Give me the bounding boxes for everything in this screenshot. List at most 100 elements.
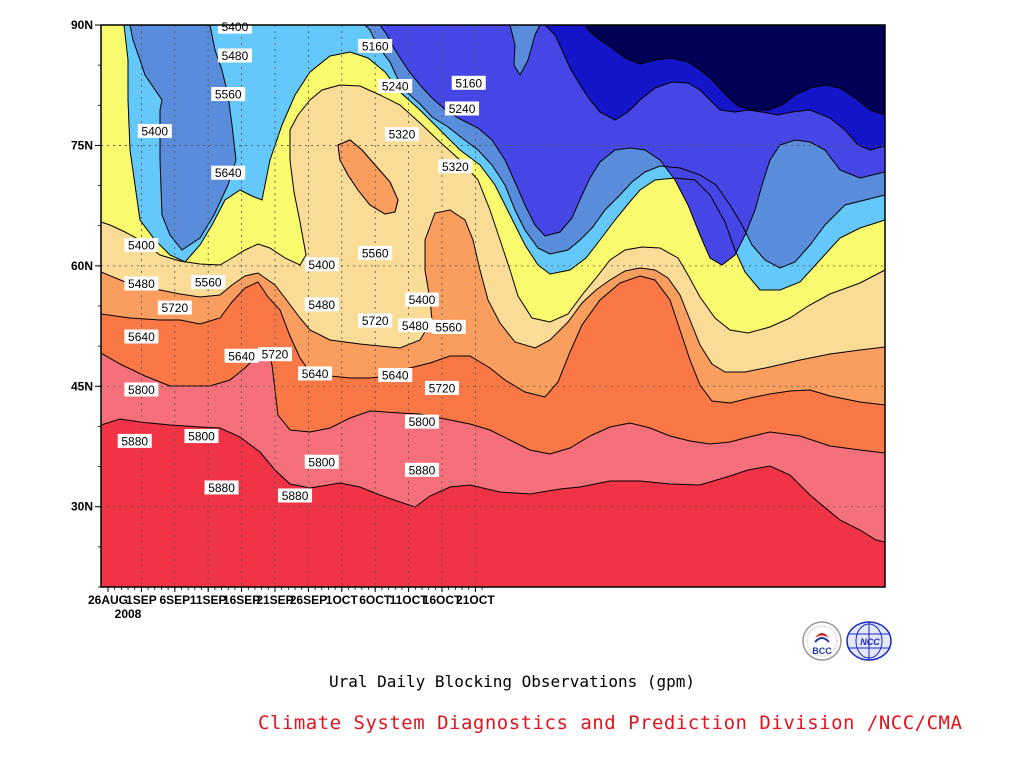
contour-label: 5480 [124, 276, 159, 291]
contour-label-text: 5880 [282, 489, 309, 503]
contour-label-box [378, 368, 413, 383]
contour-label-box [204, 480, 239, 495]
contour-label: 5880 [117, 433, 152, 448]
contour-label-box [124, 382, 159, 397]
credit-text: Climate System Diagnostics and Predictio… [258, 712, 963, 734]
contour-label-box [211, 87, 246, 102]
contour-label-text: 5800 [308, 455, 335, 469]
contour-line [364, 25, 885, 269]
contour-label: 5320 [384, 127, 419, 142]
contour-label: 5720 [157, 300, 192, 315]
contour-label: 5240 [445, 101, 480, 116]
contour-label-text: 5560 [215, 88, 242, 102]
y-tick-label: 30N [71, 500, 93, 514]
contour-label-text: 5720 [262, 348, 289, 362]
x-tick-label: 21SEP [256, 593, 293, 607]
contour-label-text: 5880 [409, 463, 436, 477]
contour-label: 5560 [431, 319, 466, 334]
contour-label-box [398, 318, 433, 333]
contour-label-box [451, 75, 486, 90]
contour-label-box [304, 297, 339, 312]
contour-label: 5880 [278, 488, 313, 503]
contour-label-box [358, 246, 393, 261]
contour-label-text: 5720 [362, 314, 389, 328]
contour-label-text: 5720 [161, 301, 188, 315]
x-tick-label: 26SEP [290, 593, 327, 607]
contour-fills [101, 25, 885, 587]
x-tick-label: 16OCT [423, 593, 462, 607]
contour-label: 5640 [124, 329, 159, 344]
contour-label: 5400 [304, 257, 339, 272]
contour-label: 5640 [224, 348, 259, 363]
x-year-label: 2008 [115, 607, 142, 621]
contour-label-box [117, 433, 152, 448]
x-tick-label: 26AUG [88, 593, 128, 607]
y-tick-label: 45N [71, 379, 93, 393]
contour-label-text: 5480 [402, 319, 429, 333]
contour-label: 5160 [451, 75, 486, 90]
contour-label-box [124, 276, 159, 291]
contour-label-box [304, 454, 339, 469]
contour-label-box [378, 79, 413, 94]
contour-label-box [384, 127, 419, 142]
contour-label-text: 5400 [141, 124, 168, 138]
contour-line [584, 25, 885, 116]
contour-label-text: 5640 [382, 369, 409, 383]
contour-label: 5640 [298, 366, 333, 381]
contour-line [101, 418, 885, 543]
contour-label-text: 5400 [308, 258, 335, 272]
x-tick-label: 11OCT [390, 593, 429, 607]
contour-label: 5480 [398, 318, 433, 333]
contour-label-box [137, 123, 172, 138]
contour-label-text: 5640 [302, 367, 329, 381]
x-tick-label: 1OCT [326, 593, 359, 607]
contour-line [129, 25, 237, 251]
y-tick-label: 75N [71, 138, 93, 152]
contour-label-box [191, 274, 226, 289]
contour-label: 5560 [191, 274, 226, 289]
x-tick-label: 6SEP [159, 593, 190, 607]
contour-label-text: 5880 [208, 481, 235, 495]
contour-label-text: 5720 [429, 381, 456, 395]
contour-label-text: 5560 [195, 275, 222, 289]
contour-label-text: 5160 [362, 39, 389, 53]
contour-label-box [445, 101, 480, 116]
contour-line [101, 349, 885, 455]
contour-label: 5800 [404, 414, 439, 429]
contour-label: 5160 [358, 38, 393, 53]
contour-line [379, 25, 885, 266]
contour-label: 5640 [211, 165, 246, 180]
contour-label: 5720 [358, 313, 393, 328]
contour-label-text: 5400 [222, 20, 249, 34]
contour-label: 5480 [217, 48, 252, 63]
contour-label: 5800 [184, 429, 219, 444]
x-tick-label: 1SEP [126, 593, 157, 607]
y-tick-label: 90N [71, 18, 93, 32]
contour-label-text: 5320 [389, 128, 416, 142]
contour-line [101, 84, 885, 334]
contour-label-text: 5640 [228, 349, 255, 363]
contour-label-box [224, 348, 259, 363]
contour-label-box [358, 313, 393, 328]
ncc-logo-text: NCC [860, 637, 880, 647]
y-axis: 90N 75N 60N 45N 30N [71, 18, 101, 588]
contour-label: 5560 [358, 246, 393, 261]
contour-label-text: 5480 [308, 298, 335, 312]
band-5640-5720-island [337, 139, 399, 215]
contour-label: 5720 [425, 380, 459, 395]
contour-label-text: 5240 [382, 80, 409, 94]
x-tick-label: 6OCT [359, 593, 392, 607]
contour-label: 5560 [211, 87, 246, 102]
contour-label-box [425, 380, 459, 395]
contour-label: 5320 [438, 159, 473, 174]
contour-label-text: 5400 [128, 238, 155, 252]
contour-line [544, 25, 885, 151]
contour-label-text: 5800 [128, 383, 155, 397]
contour-label: 5640 [378, 368, 413, 383]
x-tick-label: 21OCT [456, 593, 495, 607]
contour-label-box [258, 347, 292, 362]
contour-label-text: 5160 [455, 76, 482, 90]
contour-label: 5480 [304, 297, 339, 312]
